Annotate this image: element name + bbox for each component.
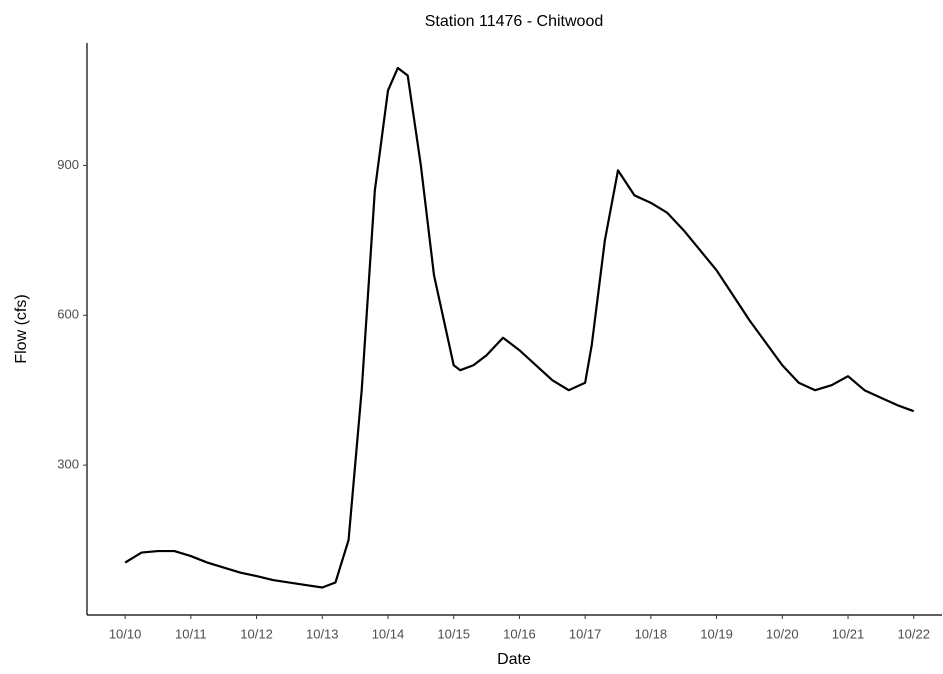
x-tick-label: 10/10 xyxy=(109,626,142,641)
y-tick-label: 300 xyxy=(57,457,79,472)
y-tick-label: 600 xyxy=(57,307,79,322)
x-tick-label: 10/11 xyxy=(175,626,207,641)
x-tick-label: 10/18 xyxy=(635,626,668,641)
x-tick-label: 10/22 xyxy=(897,626,930,641)
y-tick-label: 900 xyxy=(57,157,79,172)
x-tick-label: 10/15 xyxy=(437,626,470,641)
y-axis-label: Flow (cfs) xyxy=(13,294,30,363)
x-tick-label: 10/17 xyxy=(569,626,602,641)
x-tick-label: 10/12 xyxy=(240,626,273,641)
x-tick-label: 10/16 xyxy=(503,626,536,641)
x-tick-label: 10/20 xyxy=(766,626,799,641)
x-tick-label: 10/21 xyxy=(832,626,865,641)
x-axis-label: Date xyxy=(497,651,531,668)
x-tick-label: 10/13 xyxy=(306,626,339,641)
chart-title: Station 11476 - Chitwood xyxy=(425,13,603,30)
line xyxy=(124,66,915,589)
x-tick-label: 10/14 xyxy=(372,626,405,641)
x-tick-label: 10/19 xyxy=(700,626,733,641)
